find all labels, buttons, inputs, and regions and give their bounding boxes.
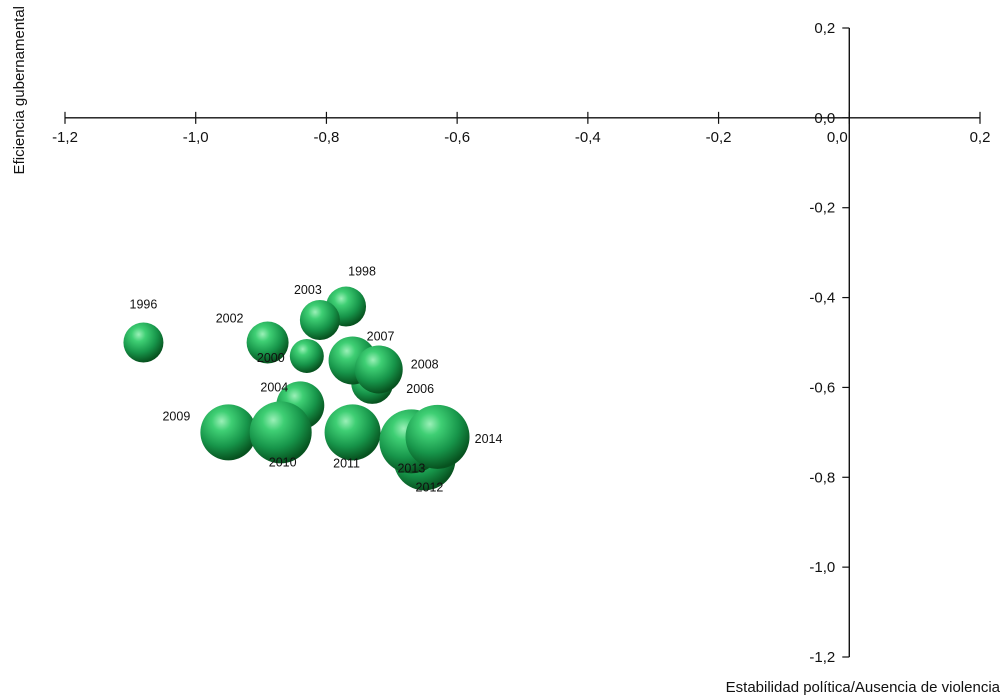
bubble-label-2003: 2003	[294, 283, 322, 297]
y-ticks: 0,2 0,0 -0,2 -0,4 -0,6 -0,8 -1,0 -1,2	[809, 20, 850, 666]
bubble-label-2009: 2009	[162, 409, 190, 423]
y-tick-label: -1,2	[809, 649, 835, 666]
bubble-2003	[299, 300, 340, 341]
x-tick-label: -0,4	[575, 129, 601, 146]
bubble-label-2006: 2006	[406, 382, 434, 396]
bubble-label-2012: 2012	[416, 480, 444, 494]
bubble-2009	[200, 404, 257, 461]
axes	[65, 28, 980, 657]
y-tick-label: -0,2	[809, 200, 835, 217]
bubble-label-2002: 2002	[216, 312, 244, 326]
x-tick-label: 0,0	[827, 129, 848, 146]
bubble-label-1998: 1998	[348, 265, 376, 279]
x-tick-label: -1,0	[183, 129, 209, 146]
bubbles	[123, 286, 470, 491]
y-tick-label: -0,8	[809, 469, 835, 486]
x-axis-title: Estabilidad política/Ausencia de violenc…	[726, 679, 1001, 696]
y-tick-label: 0,0	[814, 110, 835, 127]
bubble-label-2008: 2008	[411, 357, 439, 371]
x-tick-label: -0,6	[444, 129, 470, 146]
y-tick-label: 0,2	[814, 20, 835, 37]
bubble-label-2000: 2000	[257, 351, 285, 365]
bubble-2008	[354, 345, 403, 394]
bubble-label-2011: 2011	[333, 456, 360, 470]
bubble-2014	[405, 404, 470, 469]
bubble-label-1996: 1996	[130, 298, 158, 312]
bubble-label-2010: 2010	[269, 455, 297, 469]
bubble-labels: 1996 1998 2000 2002 2003 2004 2006 2007 2008 2009…	[130, 265, 503, 495]
bubble-2000	[289, 338, 324, 373]
x-tick-label: -0,8	[313, 129, 339, 146]
x-tick-label: -1,2	[52, 129, 78, 146]
bubble-1996	[123, 322, 164, 363]
bubble-2010	[249, 401, 312, 464]
y-tick-label: -1,0	[809, 559, 835, 576]
bubble-label-2014: 2014	[475, 432, 503, 446]
bubble-label-2013: 2013	[397, 461, 425, 475]
bubble-2002	[246, 321, 289, 364]
x-tick-label: -0,2	[706, 129, 732, 146]
bubble-2011	[324, 404, 381, 461]
y-tick-label: -0,6	[809, 379, 835, 396]
bubble-label-2007: 2007	[367, 329, 395, 343]
x-ticks: -1,2 -1,0 -0,8 -0,6 -0,4 -0,2 0,0 0,2	[52, 111, 991, 146]
x-tick-label: 0,2	[970, 129, 991, 146]
bubble-label-2004: 2004	[260, 380, 288, 394]
y-tick-label: -0,4	[809, 290, 835, 307]
y-axis-title: Eficiencia gubernamental	[11, 6, 28, 174]
